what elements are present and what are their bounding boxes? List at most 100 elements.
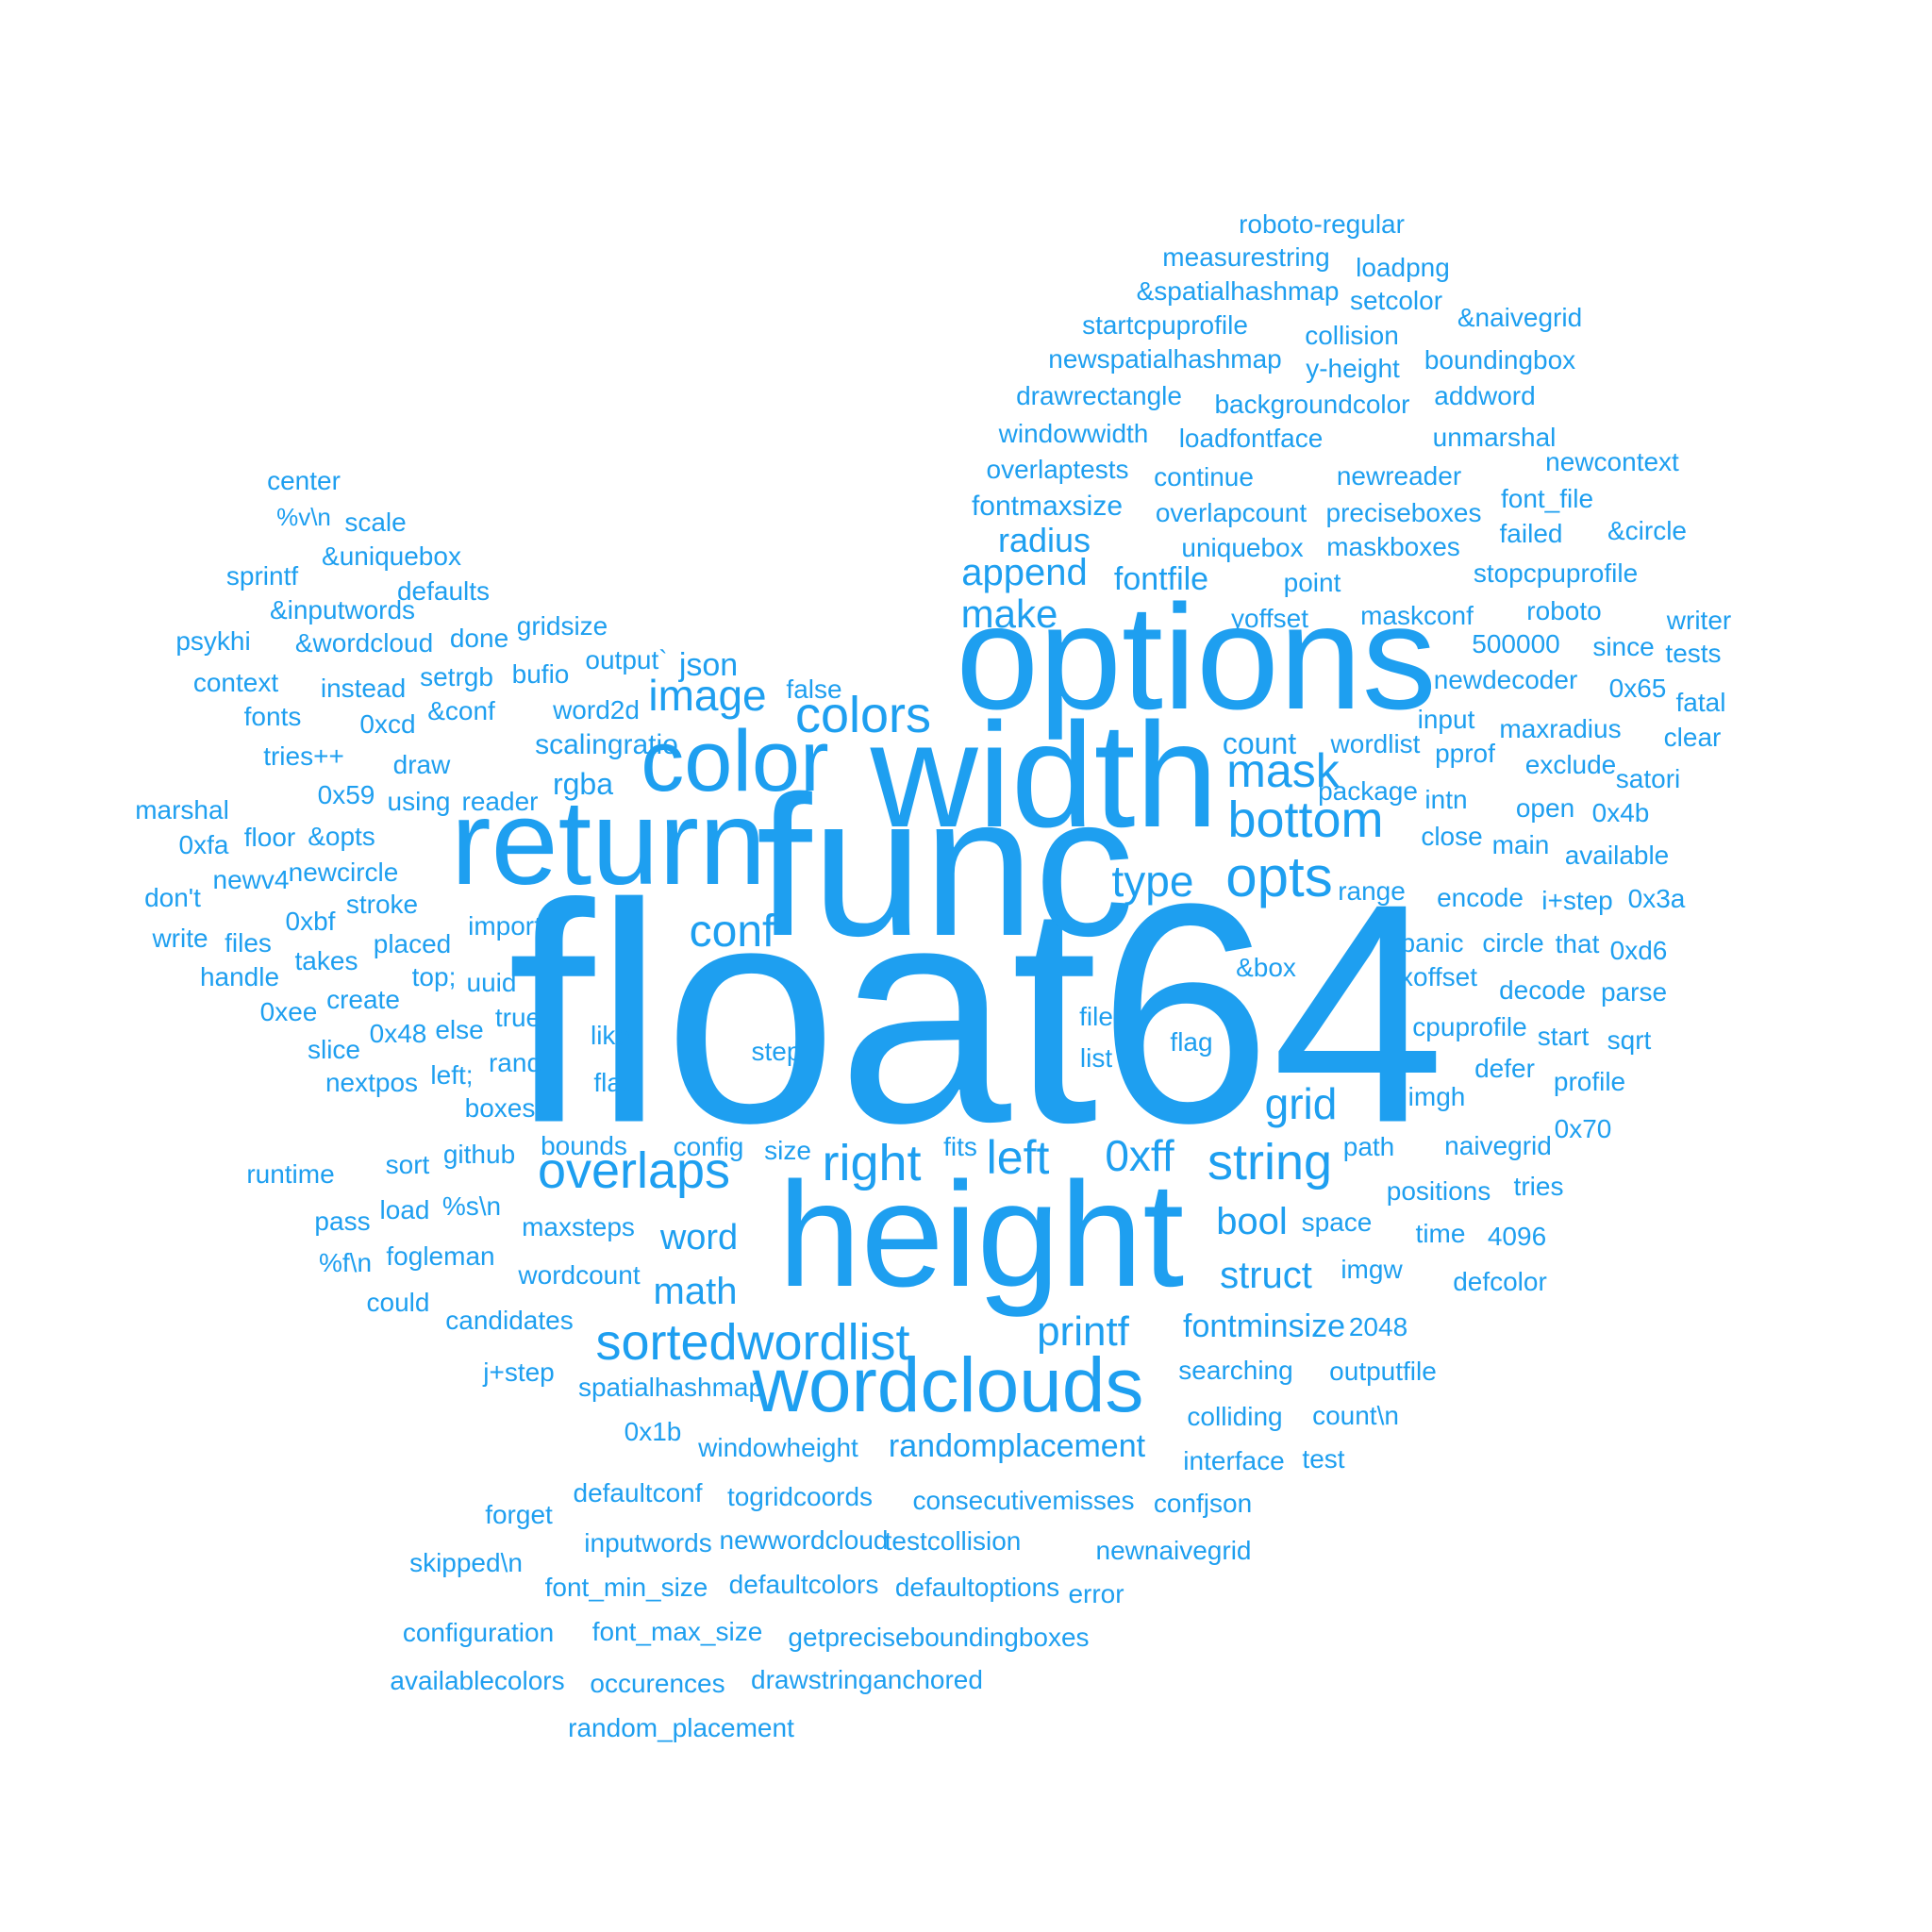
word-cloud-word: 0xfa	[178, 830, 229, 859]
word-cloud-word: &uniquebox	[322, 541, 461, 571]
word-cloud-word: unmarshal	[1432, 423, 1557, 452]
word-cloud-word: defaultcolors	[728, 1570, 879, 1599]
word-cloud-word: &circle	[1607, 516, 1688, 545]
word-cloud-word: positions	[1386, 1176, 1491, 1206]
word-cloud-word: fontminsize	[1183, 1308, 1345, 1344]
word-cloud-word: encode	[1437, 883, 1524, 912]
word-cloud-word: circle	[1482, 928, 1544, 958]
word-cloud-word: xoffset	[1400, 962, 1477, 991]
word-cloud-word: package	[1318, 776, 1418, 806]
word-cloud-word: boundingbox	[1424, 345, 1576, 375]
word-cloud-word: uniquebox	[1181, 533, 1304, 562]
word-cloud-word: space	[1301, 1208, 1373, 1237]
word-cloud-word: floor	[243, 823, 296, 852]
word-cloud-word: outputfile	[1329, 1357, 1437, 1386]
word-cloud-word: size	[764, 1136, 811, 1165]
word-cloud-word: slice	[307, 1035, 361, 1064]
word-cloud-word: wordcount	[518, 1260, 641, 1290]
word-cloud-word: fontfile	[1113, 561, 1209, 597]
word-cloud-word: input	[1417, 705, 1475, 734]
word-cloud-word: count	[1222, 726, 1297, 760]
word-cloud-word: fonts	[243, 702, 302, 731]
word-cloud-word: count\n	[1312, 1401, 1399, 1430]
word-cloud-word: gridsize	[516, 611, 608, 641]
word-cloud-word: using	[387, 787, 451, 816]
word-cloud-word: step	[751, 1037, 802, 1066]
word-cloud-word: collision	[1305, 321, 1399, 350]
word-cloud-word: available	[1564, 841, 1670, 870]
word-cloud-word: defcolor	[1453, 1267, 1547, 1296]
word-cloud-word: clear	[1663, 723, 1722, 752]
word-cloud-word: config	[673, 1132, 744, 1161]
word-cloud-word: configuration	[402, 1618, 555, 1647]
word-cloud-word: wordclouds	[752, 1342, 1144, 1428]
word-cloud-word: i+step	[1541, 886, 1613, 915]
word-cloud-word: 0x4b	[1591, 798, 1650, 827]
word-cloud-word: path	[1342, 1132, 1395, 1161]
word-cloud-word: maskboxes	[1326, 532, 1460, 561]
word-cloud-word: nextpos	[325, 1068, 419, 1097]
word-cloud-word: write	[152, 924, 208, 953]
word-cloud-word: tries++	[263, 741, 344, 771]
word-cloud-word: math	[653, 1271, 738, 1312]
word-cloud-word: fatal	[1675, 688, 1726, 717]
word-cloud-word: tries	[1513, 1172, 1564, 1201]
word-cloud-word: float64	[508, 839, 1445, 1189]
word-cloud-word: interface	[1183, 1446, 1285, 1475]
word-cloud-word: &naivegrid	[1457, 303, 1583, 332]
word-cloud-word: sprintf	[225, 561, 299, 591]
word-cloud-word: satori	[1615, 764, 1681, 793]
word-cloud-word: backgroundcolor	[1214, 390, 1410, 419]
word-cloud-word: fogleman	[386, 1241, 495, 1271]
word-cloud-word: forget	[485, 1500, 553, 1529]
word-cloud-word: measurestring	[1162, 242, 1330, 272]
word-cloud-word: loadfontface	[1178, 424, 1324, 453]
word-cloud-word: maskconf	[1360, 601, 1474, 630]
word-cloud-word: type	[1111, 857, 1194, 906]
word-cloud-word: bounds	[541, 1131, 627, 1160]
word-cloud-word: word	[659, 1218, 739, 1257]
word-cloud-word: writer	[1666, 606, 1732, 635]
word-cloud-word: error	[1068, 1579, 1124, 1608]
word-cloud-word: roboto	[1526, 596, 1602, 625]
word-cloud-word: range	[1338, 876, 1406, 906]
word-cloud-word: availablecolors	[390, 1666, 565, 1695]
word-cloud-word: reader	[461, 787, 539, 816]
word-cloud-word: %v\n	[276, 503, 331, 531]
word-cloud-word: confjson	[1153, 1489, 1253, 1518]
word-cloud-word: windowheight	[698, 1433, 858, 1462]
word-cloud-word: marshal	[135, 795, 229, 824]
word-cloud-word: options	[956, 575, 1437, 741]
word-cloud-word: conf	[689, 907, 775, 957]
word-cloud-word: rgba	[552, 767, 614, 801]
word-cloud-word: &inputwords	[269, 595, 416, 625]
word-cloud-word: continue	[1154, 462, 1254, 491]
word-cloud-word: spatialhashmap	[577, 1373, 764, 1402]
word-cloud-word: overlapcount	[1155, 498, 1307, 527]
word-cloud-word: tests	[1665, 639, 1722, 668]
word-cloud-word: newreader	[1336, 461, 1462, 491]
word-cloud-word: newnaivegrid	[1095, 1536, 1252, 1565]
word-cloud-word: &box	[1236, 953, 1296, 982]
word-cloud-word: imgh	[1407, 1082, 1466, 1111]
word-cloud-word: height	[777, 1152, 1185, 1318]
word-cloud-word: bottom	[1227, 791, 1384, 848]
word-cloud-word: left;	[430, 1060, 474, 1090]
word-cloud-word: flat	[593, 1068, 629, 1097]
word-cloud-word: top;	[411, 962, 457, 991]
word-cloud-word: func	[756, 754, 1135, 977]
word-cloud-word: setrgb	[420, 662, 493, 691]
word-cloud-word: bool	[1216, 1201, 1288, 1242]
word-cloud-word: fits	[943, 1132, 977, 1161]
word-cloud-word: 500000	[1472, 629, 1560, 658]
word-cloud-word: close	[1421, 822, 1483, 851]
word-cloud-word: failed	[1499, 519, 1563, 548]
word-cloud-word: placed	[373, 929, 452, 958]
word-cloud-word: naivegrid	[1444, 1131, 1552, 1160]
word-cloud-word: true	[494, 1003, 541, 1032]
word-cloud-word: font_file	[1500, 484, 1594, 513]
word-cloud-word: 0xd6	[1609, 936, 1668, 965]
word-cloud-word: startcpuprofile	[1082, 310, 1248, 340]
word-cloud-word: intn	[1424, 785, 1468, 814]
word-cloud-word: handle	[199, 962, 280, 991]
